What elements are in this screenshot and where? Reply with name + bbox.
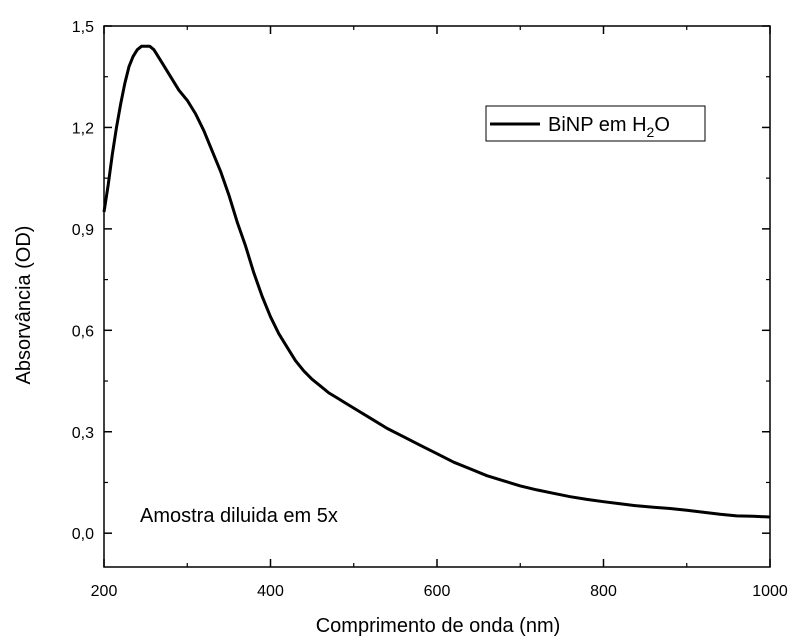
y-tick-label: 1,5	[72, 19, 94, 36]
x-axis-title: Comprimento de onda (nm)	[316, 615, 561, 637]
y-tick-labels: 0,0 0,3 0,6 0,9 1,2 1,5	[72, 19, 94, 543]
legend-label-tail: O	[654, 114, 670, 136]
plot-frame	[103, 25, 771, 568]
annotation-dilution: Amostra diluida em 5x	[140, 505, 338, 527]
x-tick-label: 200	[91, 583, 118, 600]
x-tick-labels: 200 400 600 800 1000	[91, 583, 788, 600]
x-tick-label: 800	[590, 583, 617, 600]
y-tick-label: 0,0	[72, 526, 94, 543]
x-tick-label: 1000	[752, 583, 788, 600]
legend-label-subscript: 2	[647, 124, 655, 140]
legend-label-main: BiNP em H	[548, 114, 647, 136]
y-axis-title: Absorvância (OD)	[13, 226, 35, 385]
legend-label: BiNP em H2O	[548, 114, 670, 140]
x-tick-label: 600	[424, 583, 451, 600]
y-tick-label: 1,2	[72, 120, 94, 137]
x-tick-label: 400	[257, 583, 284, 600]
series-line-binp	[102, 44, 771, 519]
y-tick-label: 0,3	[72, 425, 94, 442]
y-tick-label: 0,9	[72, 222, 94, 239]
y-tick-label: 0,6	[72, 323, 94, 340]
legend: BiNP em H2O	[485, 105, 706, 142]
